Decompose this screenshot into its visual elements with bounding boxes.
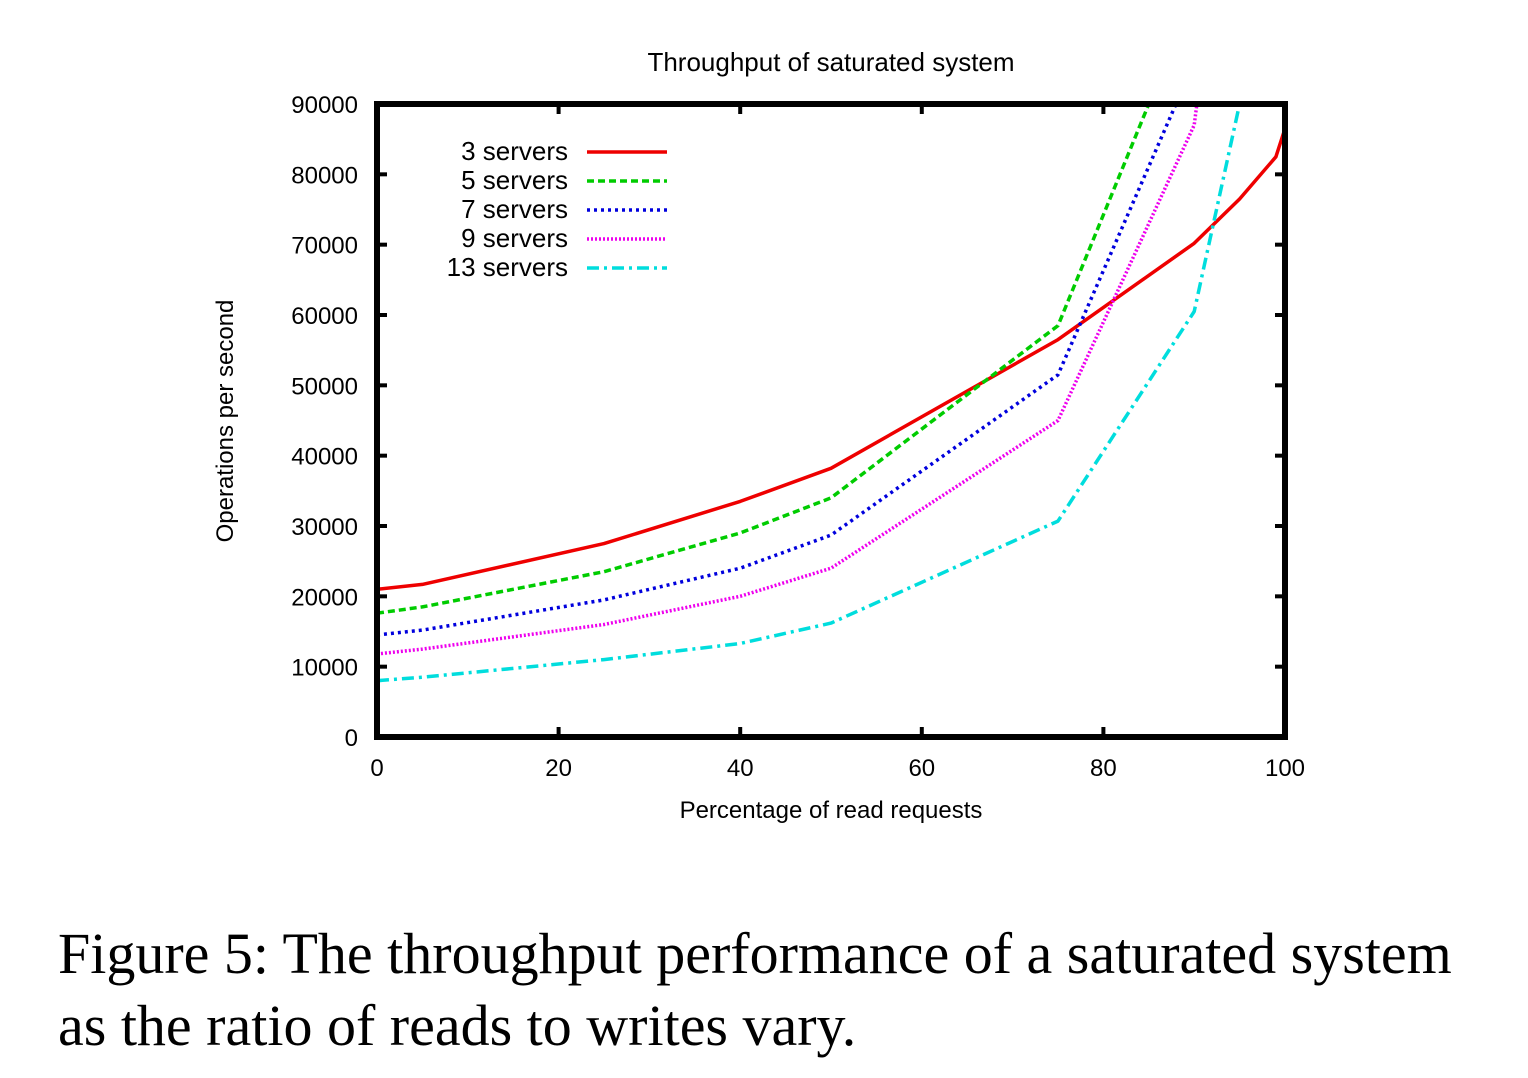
legend-label-0: 3 servers [461,136,568,166]
legend-label-3: 9 servers [461,223,568,253]
y-tick-label-4: 40000 [291,444,358,471]
throughput-chart: Throughput of saturated system Operation… [212,47,1305,824]
y-tick-label-5: 50000 [291,373,358,400]
x-axis-label: Percentage of read requests [680,797,983,824]
y-tick-label-8: 80000 [291,162,358,189]
legend-label-4: 13 servers [447,252,568,282]
x-tick-label-2: 40 [727,755,754,782]
y-tick-label-9: 90000 [291,92,358,119]
plot-frame [374,101,1288,740]
legend-label-1: 5 servers [461,165,568,195]
y-tick-label-1: 10000 [291,655,358,682]
chart-title: Throughput of saturated system [647,47,1014,77]
x-tick-label-5: 100 [1265,755,1305,782]
series-layer [377,104,1285,683]
x-tick-label-1: 20 [545,755,572,782]
series-line-2 [377,104,1178,637]
y-tick-label-6: 60000 [291,303,358,330]
ticks-layer: 0 20 40 60 80 100 0 10000 20000 30000 40000 50000 60… [291,92,1305,782]
y-axis-label: Operations per second [212,300,239,543]
figure-caption: Figure 5: The throughput performance of … [58,921,1452,1058]
y-tick-label-3: 30000 [291,514,358,541]
x-tick-label-3: 60 [908,755,935,782]
legend-label-2: 7 servers [461,194,568,224]
y-tick-label-0: 0 [345,725,358,752]
series-line-3 [377,104,1199,656]
x-tick-label-0: 0 [370,755,383,782]
series-line-0 [377,128,1285,592]
series-line-1 [377,104,1151,615]
x-tick-label-4: 80 [1090,755,1117,782]
y-tick-label-2: 20000 [291,584,358,611]
series-line-4 [377,104,1242,683]
y-tick-label-7: 70000 [291,233,358,260]
